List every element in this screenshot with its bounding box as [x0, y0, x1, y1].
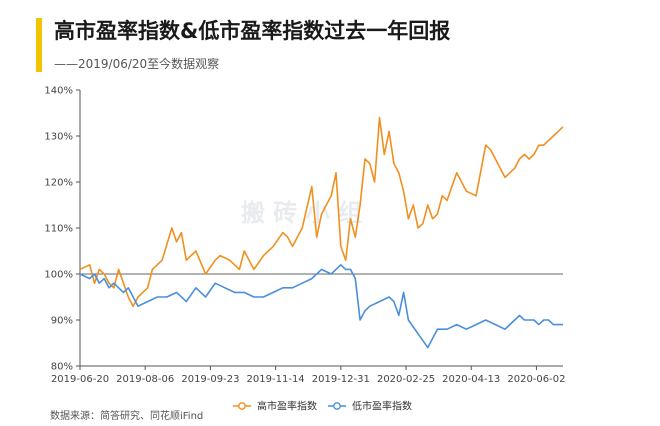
y-tick-label: 120%	[44, 178, 73, 189]
y-tick-label: 140%	[44, 86, 73, 97]
y-tick-label: 130%	[44, 132, 73, 143]
y-tick-label: 80%	[51, 362, 73, 373]
x-tick-label: 2019-12-31	[312, 374, 370, 385]
y-tick-label: 110%	[44, 224, 73, 235]
legend-label-high-pe: 高市盈率指数	[257, 400, 317, 413]
series-line-low-pe	[79, 263, 563, 349]
x-tick-label: 2019-11-14	[247, 374, 305, 385]
legend-marker-high-pe	[238, 402, 246, 410]
title-accent-bar	[36, 18, 42, 72]
watermark-text: 搬 砖 小 组	[241, 199, 362, 227]
x-tick-label: 2020-04-13	[442, 374, 500, 385]
data-source-note: 数据来源：简答研究、同花顺iFind	[50, 411, 204, 422]
chart-subtitle: ——2019/06/20至今数据观察	[54, 57, 220, 71]
x-tick-label: 2019-09-23	[181, 374, 239, 385]
series-line-high-pe	[79, 116, 564, 308]
y-tick-label: 90%	[51, 316, 73, 327]
x-tick-label: 2020-02-25	[377, 374, 435, 385]
x-tick-label: 2019-06-20	[51, 374, 109, 385]
legend-label-low-pe: 低市盈率指数	[352, 400, 412, 413]
legend-marker-low-pe	[333, 402, 341, 410]
x-tick-label: 2019-08-06	[116, 374, 174, 385]
chart-title: 高市盈率指数&低市盈率指数过去一年回报	[54, 19, 451, 43]
y-tick-label: 100%	[44, 270, 73, 281]
x-tick-label: 2020-06-02	[507, 374, 565, 385]
